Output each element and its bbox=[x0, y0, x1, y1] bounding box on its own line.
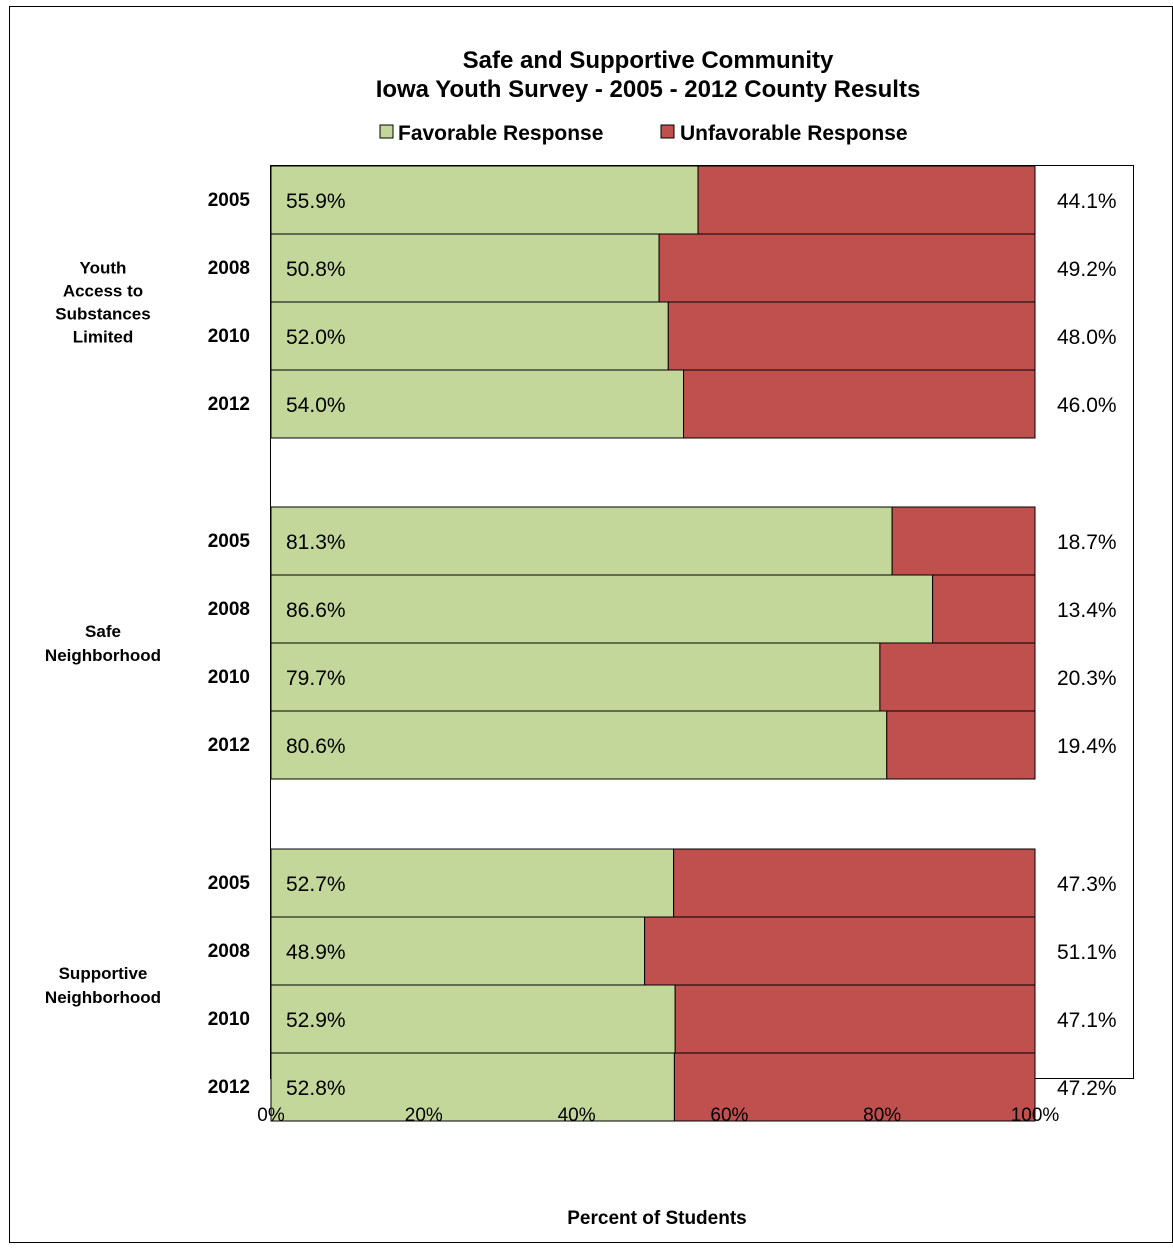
data-label-favorable: 79.7% bbox=[286, 667, 346, 690]
bar-favorable bbox=[270, 574, 934, 644]
year-label: 2005 bbox=[208, 531, 251, 552]
bar-unfavorable bbox=[667, 301, 1036, 371]
data-label-unfavorable: 51.1% bbox=[1057, 941, 1117, 964]
x-tick-label: 0% bbox=[257, 1105, 285, 1126]
chart-title-line-2: Iowa Youth Survey - 2005 - 2012 County R… bbox=[376, 76, 921, 103]
x-axis-title: Percent of Students bbox=[567, 1208, 746, 1229]
bar-unfavorable bbox=[879, 642, 1036, 712]
bar-unfavorable bbox=[644, 916, 1036, 986]
data-label-favorable: 80.6% bbox=[286, 735, 346, 758]
year-label: 2008 bbox=[208, 941, 250, 962]
year-label: 2008 bbox=[208, 599, 250, 620]
year-label: 2005 bbox=[208, 190, 251, 211]
bar-unfavorable bbox=[658, 233, 1036, 303]
bars bbox=[270, 165, 1036, 1122]
data-label-unfavorable: 48.0% bbox=[1057, 326, 1117, 349]
bar-unfavorable bbox=[674, 984, 1036, 1054]
bar-unfavorable bbox=[673, 1052, 1036, 1122]
legend-label-unfavorable: Unfavorable Response bbox=[680, 122, 908, 145]
bar-unfavorable bbox=[683, 369, 1036, 439]
year-label: 2008 bbox=[208, 258, 250, 279]
data-label-unfavorable: 47.3% bbox=[1057, 873, 1117, 896]
bar-favorable bbox=[270, 369, 685, 439]
data-label-favorable: 50.8% bbox=[286, 258, 346, 281]
bar-favorable bbox=[270, 1052, 675, 1122]
year-label: 2010 bbox=[208, 667, 250, 688]
legend: Favorable Response Unfavorable Response bbox=[379, 122, 908, 145]
legend-swatch-unfavorable bbox=[660, 124, 675, 139]
year-label: 2005 bbox=[208, 873, 251, 894]
year-label: 2012 bbox=[208, 394, 250, 415]
data-label-favorable: 48.9% bbox=[286, 941, 346, 964]
data-label-unfavorable: 19.4% bbox=[1057, 735, 1117, 758]
bar-favorable bbox=[270, 506, 893, 576]
chart-title-line-1: Safe and Supportive Community bbox=[463, 47, 834, 74]
data-label-favorable: 86.6% bbox=[286, 599, 346, 622]
data-label-unfavorable: 46.0% bbox=[1057, 394, 1117, 417]
data-label-favorable: 54.0% bbox=[286, 394, 346, 417]
x-tick-label: 20% bbox=[405, 1105, 443, 1126]
year-label: 2012 bbox=[208, 1077, 250, 1098]
data-label-unfavorable: 13.4% bbox=[1057, 599, 1117, 622]
data-label-favorable: 81.3% bbox=[286, 531, 346, 554]
data-label-unfavorable: 49.2% bbox=[1057, 258, 1117, 281]
bar-unfavorable bbox=[932, 574, 1036, 644]
x-tick-label: 80% bbox=[863, 1105, 901, 1126]
x-tick-label: 40% bbox=[558, 1105, 596, 1126]
group-label-line: Supportive bbox=[59, 964, 148, 983]
data-label-unfavorable: 47.2% bbox=[1057, 1077, 1117, 1100]
group-label-line: Neighborhood bbox=[45, 988, 161, 1007]
group-label-line: Youth bbox=[80, 259, 127, 278]
group-label-line: Safe bbox=[85, 622, 121, 641]
year-label: 2010 bbox=[208, 1009, 250, 1030]
data-label-unfavorable: 18.7% bbox=[1057, 531, 1117, 554]
data-label-unfavorable: 47.1% bbox=[1057, 1009, 1117, 1032]
year-label: 2010 bbox=[208, 326, 250, 347]
legend-swatch-favorable bbox=[379, 124, 394, 139]
bar-favorable bbox=[270, 301, 669, 371]
bar-favorable bbox=[270, 642, 881, 712]
bar-unfavorable bbox=[697, 165, 1036, 235]
bar-unfavorable bbox=[886, 710, 1036, 780]
x-axis: 0% 20% 40% 60% 80% 100% Percent of Students bbox=[257, 1105, 1059, 1229]
data-label-unfavorable: 20.3% bbox=[1057, 667, 1117, 690]
data-label-favorable: 52.8% bbox=[286, 1077, 346, 1100]
bar-unfavorable bbox=[891, 506, 1036, 576]
data-label-favorable: 52.7% bbox=[286, 873, 346, 896]
group-label-line: Neighborhood bbox=[45, 646, 161, 665]
legend-label-favorable: Favorable Response bbox=[398, 122, 603, 145]
data-label-favorable: 55.9% bbox=[286, 190, 346, 213]
bar-favorable bbox=[270, 710, 888, 780]
group-label-line: Access to bbox=[63, 282, 143, 301]
category-labels: Youth Access to Substances Limited 55.9% 44.1… bbox=[45, 190, 1117, 1100]
bar-favorable bbox=[270, 848, 675, 918]
x-tick-label: 100% bbox=[1011, 1105, 1060, 1126]
group-label-line: Substances bbox=[55, 305, 150, 324]
year-label: 2012 bbox=[208, 735, 250, 756]
x-tick-label: 60% bbox=[710, 1105, 748, 1126]
data-label-unfavorable: 44.1% bbox=[1057, 190, 1117, 213]
bar-unfavorable bbox=[673, 848, 1036, 918]
data-label-favorable: 52.0% bbox=[286, 326, 346, 349]
group-label-line: Limited bbox=[73, 328, 133, 347]
data-label-favorable: 52.9% bbox=[286, 1009, 346, 1032]
